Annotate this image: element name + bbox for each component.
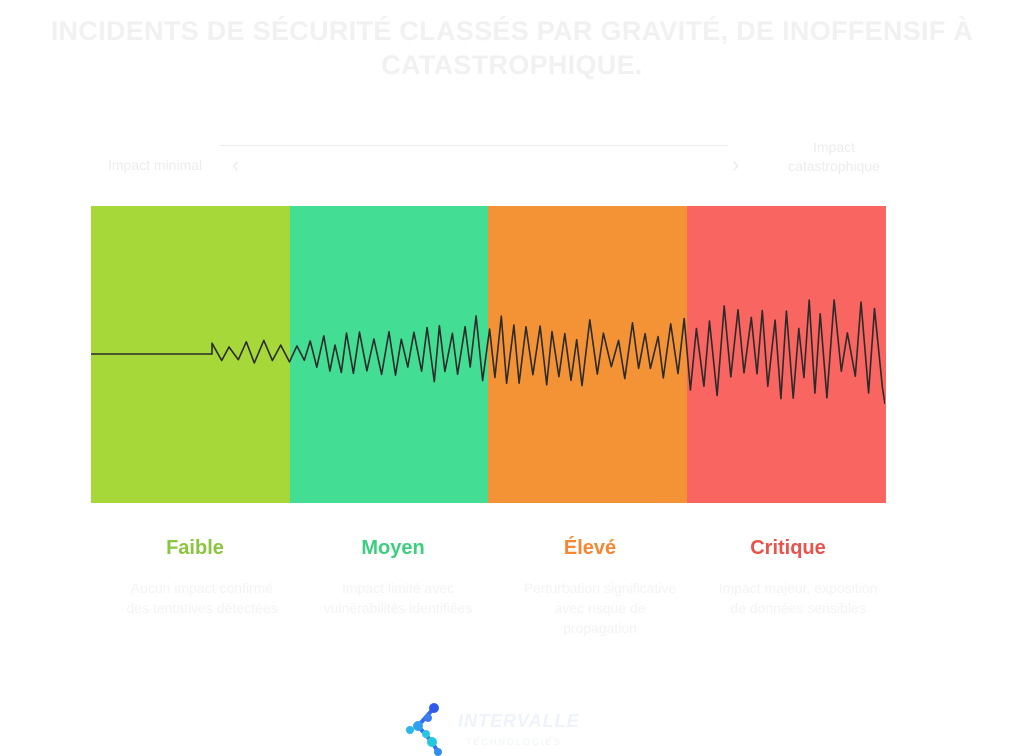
impact-scale-line xyxy=(220,145,728,146)
scale-min-label: Impact minimal xyxy=(108,157,203,173)
chevron-right-icon: › xyxy=(732,152,740,177)
level-title-moyen: Moyen xyxy=(361,537,425,559)
intervalle-logo-icon xyxy=(406,703,442,756)
level-desc-eleve: Perturbation significative avec risque d… xyxy=(523,580,677,636)
chevron-left-icon: ‹ xyxy=(232,152,240,177)
signal-waveform xyxy=(91,299,885,405)
level-title-faible: Faible xyxy=(166,537,224,559)
level-desc-moyen: Impact limité avec vulnérabilités identi… xyxy=(323,580,473,616)
logo-tagline: TECHNOLOGIES xyxy=(466,737,562,747)
waveform-line xyxy=(91,299,885,405)
level-desc-critique: Impact majeur, exposition de données sen… xyxy=(718,580,878,616)
logo-name: INTERVALLE xyxy=(458,711,580,731)
level-title-critique: Critique xyxy=(750,537,826,559)
page-title: INCIDENTS DE SÉCURITÉ CLASSÉS PAR GRAVIT… xyxy=(50,16,974,80)
scale-max-label: Impact catastrophique xyxy=(788,139,880,174)
level-desc-faible: Aucun impact confirmé des tentatives dét… xyxy=(126,580,278,616)
level-title-eleve: Élevé xyxy=(563,537,617,559)
